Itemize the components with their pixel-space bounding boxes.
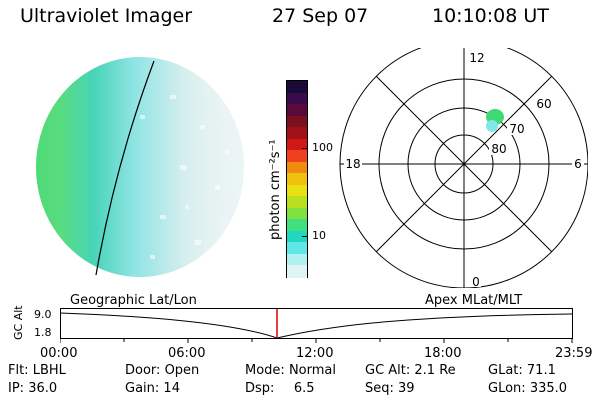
colorbar-swatch xyxy=(287,184,307,198)
timeline-right-label: Apex MLat/MLT xyxy=(425,293,523,308)
colorbar-tick-label: 10 xyxy=(312,229,326,242)
polar-lat-label: 80 xyxy=(491,142,506,156)
colorbar-swatch xyxy=(287,219,307,233)
timeline-y-tick: 9.0 xyxy=(34,308,52,321)
altitude-curve xyxy=(60,312,573,339)
colorbar-swatch xyxy=(287,161,307,175)
status-seq: Seq: 39 xyxy=(365,381,415,396)
status-mode-value: Normal xyxy=(288,363,336,378)
status-seq-label: Seq: xyxy=(365,381,394,396)
polar-label-top: 12 xyxy=(469,51,484,65)
time-label: 10:10:08 UT xyxy=(432,5,549,27)
colorbar-swatch xyxy=(287,196,307,209)
date-label: 27 Sep 07 xyxy=(272,5,369,27)
status-gcalt-value: 2.1 Re xyxy=(414,363,456,378)
polar-diagonal xyxy=(375,75,553,253)
status-seq-value: 39 xyxy=(398,381,415,396)
colorbar-swatch xyxy=(287,242,307,256)
colorbar-tick-label: 100 xyxy=(312,141,333,154)
timeline-left-label: Geographic Lat/Lon xyxy=(70,293,197,308)
colorbar-swatch xyxy=(287,81,307,94)
status-dsp-label: Dsp: xyxy=(245,381,275,396)
colorbar-swatch xyxy=(287,253,307,267)
timeline-y-tick: 1.8 xyxy=(34,326,52,339)
timeline-x-tick: 12:00 xyxy=(296,346,334,361)
status-ip-value: 36.0 xyxy=(28,381,58,396)
colorbar-swatch xyxy=(287,115,307,129)
status-flt: Flt: LBHL xyxy=(8,363,66,378)
status-gcalt-label: GC Alt: xyxy=(365,363,411,378)
status-glat: GLat: 71.1 xyxy=(488,363,556,378)
colorbar-tick xyxy=(302,148,307,149)
status-door: Door: Open xyxy=(125,363,199,378)
status-door-value: Open xyxy=(164,363,200,378)
polar-label-bottom: 0 xyxy=(472,275,480,288)
status-gain-value: 14 xyxy=(163,381,180,396)
polar-lat-label: 70 xyxy=(509,122,524,136)
colorbar-swatch xyxy=(287,104,307,117)
status-gain-label: Gain: xyxy=(125,381,160,396)
colorbar-tick xyxy=(302,236,307,237)
colorbar-swatch xyxy=(287,265,307,279)
colorbar-swatch xyxy=(287,127,307,140)
status-dsp: Dsp: 6.5 xyxy=(245,381,315,396)
uv-earth-image xyxy=(36,57,244,277)
polar-plot: 12 0 18 6 60 70 80 xyxy=(339,48,588,288)
aurora-glow xyxy=(36,57,244,277)
status-gain: Gain: 14 xyxy=(125,381,180,396)
colorbar-swatch xyxy=(287,92,307,106)
colorbar-swatch xyxy=(287,150,307,163)
status-glat-label: GLat: xyxy=(488,363,523,378)
timeline-frame xyxy=(60,308,573,339)
status-gcalt: GC Alt: 2.1 Re xyxy=(365,363,456,378)
colorbar-swatch xyxy=(287,230,307,244)
status-flt-label: Flt: xyxy=(8,363,29,378)
timeline-y-axis-label: GC Alt xyxy=(12,305,25,340)
status-glon: GLon: 335.0 xyxy=(488,381,567,396)
timeline-x-tick: 00:00 xyxy=(40,346,78,361)
status-dsp-value: 6.5 xyxy=(293,381,315,396)
polar-label-left: 18 xyxy=(345,157,360,171)
colorbar-swatch xyxy=(287,173,307,186)
colorbar-label: photon cm⁻²s⁻¹ xyxy=(268,139,283,240)
noise-speckle xyxy=(140,95,229,259)
colorbar xyxy=(286,80,308,279)
status-mode: Mode: Normal xyxy=(245,363,336,378)
polar-label-right: 6 xyxy=(574,157,582,171)
timeline-plot xyxy=(60,308,573,343)
status-glon-value: 335.0 xyxy=(529,381,568,396)
status-flt-value: LBHL xyxy=(32,363,66,378)
timeline-x-tick: 06:00 xyxy=(168,346,206,361)
status-glat-value: 71.1 xyxy=(526,363,556,378)
status-door-label: Door: xyxy=(125,363,161,378)
status-ip-label: IP: xyxy=(8,381,25,396)
aurora-spot xyxy=(486,120,498,132)
polar-lat-label: 60 xyxy=(536,97,551,111)
colorbar-swatch xyxy=(287,207,307,221)
instrument-title: Ultraviolet Imager xyxy=(20,5,193,27)
status-glon-label: GLon: xyxy=(488,381,526,396)
timeline-x-tick: 23:59 xyxy=(555,346,593,361)
status-ip: IP: 36.0 xyxy=(8,381,57,396)
terminator-line xyxy=(95,60,155,276)
status-mode-label: Mode: xyxy=(245,363,285,378)
timeline-x-tick: 18:00 xyxy=(424,346,462,361)
